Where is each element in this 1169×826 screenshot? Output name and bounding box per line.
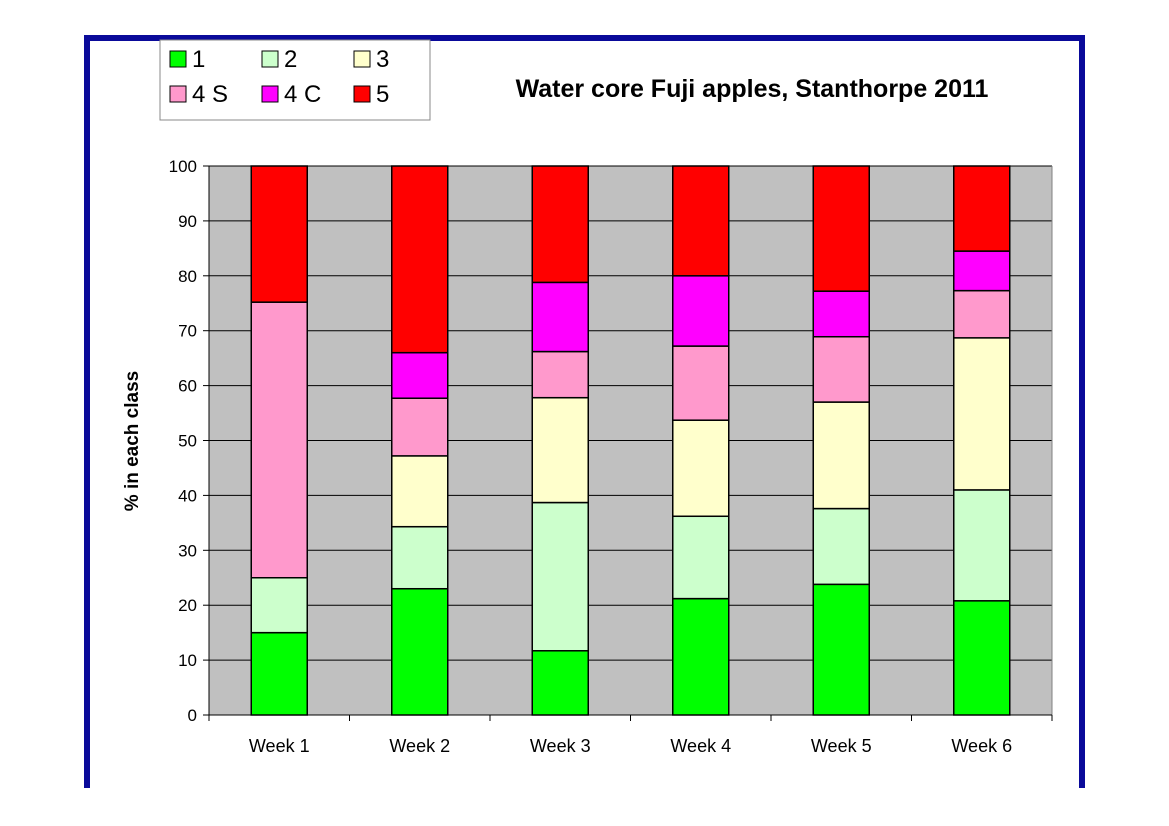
bar-segment [250,577,308,634]
bar-segment [812,401,870,510]
bar-segment [672,165,730,277]
y-tick-label: 30 [178,541,197,560]
bar-segment [531,350,589,399]
legend-swatch [169,50,187,68]
bar-segment [812,165,870,292]
legend-swatch [169,85,187,103]
y-tick-label: 100 [169,157,197,176]
x-tick-label: Week 1 [249,736,310,756]
bar-segment [531,650,589,716]
legend-swatch [261,50,279,68]
bar-segment [672,419,730,518]
bar-segment [953,165,1011,252]
y-axis-title: % in each class [122,371,143,511]
bar-segment [531,396,589,504]
bar-segment [953,600,1011,716]
bar-segment [812,335,870,403]
y-tick-label: 40 [178,486,197,505]
y-tick-label: 10 [178,651,197,670]
bar-segment [531,501,589,652]
legend-label: 5 [376,81,389,108]
bar-segment [953,489,1011,602]
bar-segment [391,397,449,457]
y-tick-label: 60 [178,377,197,396]
x-tick-label: Week 5 [811,736,872,756]
axes [203,165,1053,721]
legend: 1 2 3 4 S 4 C 5 [169,46,389,108]
x-tick-label: Week 2 [389,736,450,756]
bar-segment [672,275,730,347]
legend-label: 4 S [192,81,228,108]
bar-segment [531,165,589,284]
bar-segment [391,525,449,590]
bar-segment [250,301,308,579]
x-tick-label: Week 4 [670,736,731,756]
legend-swatch [353,50,371,68]
legend-label: 4 C [284,81,321,108]
bar-segment [953,289,1011,339]
legend-label: 3 [376,46,389,73]
bar-segment [672,345,730,421]
bar-segment [250,631,308,716]
bar-segment [812,507,870,586]
x-tick-labels: Week 1 Week 2 Week 3 Week 4 Week 5 Week 6 [249,736,1012,756]
y-tick-label: 0 [188,706,197,725]
x-tick-label: Week 6 [951,736,1012,756]
bar-segment [812,583,870,716]
bar-segment [250,165,308,303]
bar-segment [672,597,730,716]
legend-swatch [261,85,279,103]
bar-segment [391,455,449,528]
x-tick-label: Week 3 [530,736,591,756]
bar-segment [953,250,1011,292]
grid-lines [209,165,1053,716]
y-tick-label: 20 [178,596,197,615]
y-tick-label: 50 [178,432,197,451]
y-tick-label: 90 [178,212,197,231]
chart-title: Water core Fuji apples, Stanthorpe 2011 [516,75,989,103]
y-tick-label: 70 [178,322,197,341]
bar-segment [672,515,730,600]
legend-label: 2 [284,46,297,73]
y-tick-labels: 0 10 20 30 40 50 60 70 80 90 100 [169,157,197,725]
bar-segment [391,351,449,399]
bar-segment [391,587,449,716]
bar-segment [953,337,1011,491]
bar-segment [391,165,449,354]
legend-box [159,39,431,121]
bars [250,165,1011,716]
bar-segment [812,290,870,338]
y-tick-label: 80 [178,267,197,286]
legend-label: 1 [192,46,205,73]
legend-swatch [353,85,371,103]
bar-segment [531,281,589,353]
